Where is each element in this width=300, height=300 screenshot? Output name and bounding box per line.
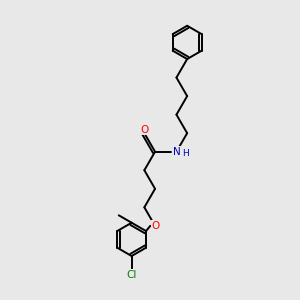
Text: Cl: Cl: [126, 270, 137, 280]
Text: O: O: [140, 124, 148, 135]
Text: H: H: [183, 149, 189, 158]
Text: O: O: [152, 221, 160, 231]
Text: N: N: [172, 147, 180, 157]
